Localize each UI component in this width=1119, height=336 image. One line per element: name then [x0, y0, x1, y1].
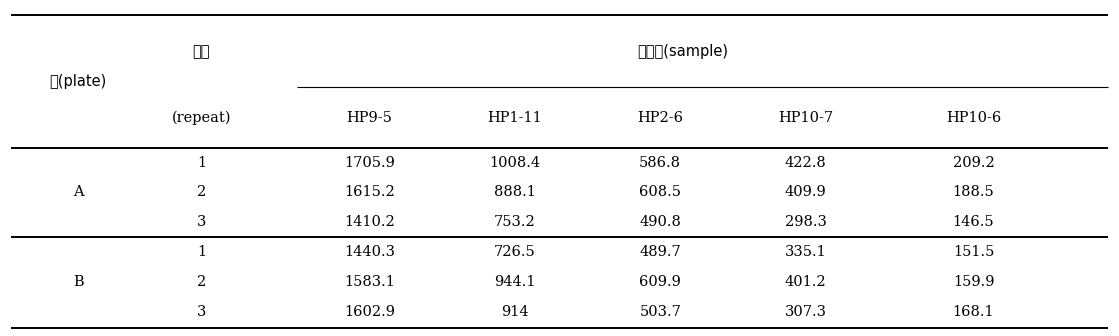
Text: 159.9: 159.9	[952, 275, 995, 289]
Text: 2: 2	[197, 275, 206, 289]
Text: 609.9: 609.9	[639, 275, 681, 289]
Text: 1410.2: 1410.2	[344, 215, 395, 229]
Text: HP10-7: HP10-7	[778, 111, 834, 125]
Text: 914: 914	[501, 305, 528, 320]
Text: 3: 3	[197, 215, 206, 229]
Text: 726.5: 726.5	[493, 245, 536, 259]
Text: 489.7: 489.7	[639, 245, 681, 259]
Text: HP1-11: HP1-11	[488, 111, 542, 125]
Text: 1602.9: 1602.9	[344, 305, 395, 320]
Text: 1615.2: 1615.2	[344, 185, 395, 199]
Text: 307.3: 307.3	[784, 305, 827, 320]
Text: 608.5: 608.5	[639, 185, 681, 199]
Text: 888.1: 888.1	[493, 185, 536, 199]
Text: 188.5: 188.5	[952, 185, 995, 199]
Text: 2: 2	[197, 185, 206, 199]
Text: 209.2: 209.2	[952, 156, 995, 170]
Text: 586.8: 586.8	[639, 156, 681, 170]
Text: 151.5: 151.5	[953, 245, 994, 259]
Text: 146.5: 146.5	[952, 215, 995, 229]
Text: 1583.1: 1583.1	[344, 275, 395, 289]
Text: 422.8: 422.8	[784, 156, 827, 170]
Text: 반복: 반복	[192, 44, 210, 59]
Text: 401.2: 401.2	[784, 275, 827, 289]
Text: 409.9: 409.9	[784, 185, 827, 199]
Text: 시료명(sample): 시료명(sample)	[637, 44, 728, 59]
Text: 판(plate): 판(plate)	[49, 74, 107, 89]
Text: 1440.3: 1440.3	[344, 245, 395, 259]
Text: 1: 1	[197, 245, 206, 259]
Text: 298.3: 298.3	[784, 215, 827, 229]
Text: HP9-5: HP9-5	[347, 111, 392, 125]
Text: (repeat): (repeat)	[171, 111, 232, 125]
Text: B: B	[73, 275, 84, 289]
Text: A: A	[73, 185, 84, 199]
Text: 503.7: 503.7	[639, 305, 681, 320]
Text: 1705.9: 1705.9	[344, 156, 395, 170]
Text: 3: 3	[197, 305, 206, 320]
Text: 1008.4: 1008.4	[489, 156, 540, 170]
Text: 753.2: 753.2	[493, 215, 536, 229]
Text: 1: 1	[197, 156, 206, 170]
Text: 168.1: 168.1	[952, 305, 995, 320]
Text: 335.1: 335.1	[784, 245, 827, 259]
Text: HP2-6: HP2-6	[637, 111, 684, 125]
Text: 490.8: 490.8	[639, 215, 681, 229]
Text: HP10-6: HP10-6	[946, 111, 1002, 125]
Text: 944.1: 944.1	[493, 275, 536, 289]
